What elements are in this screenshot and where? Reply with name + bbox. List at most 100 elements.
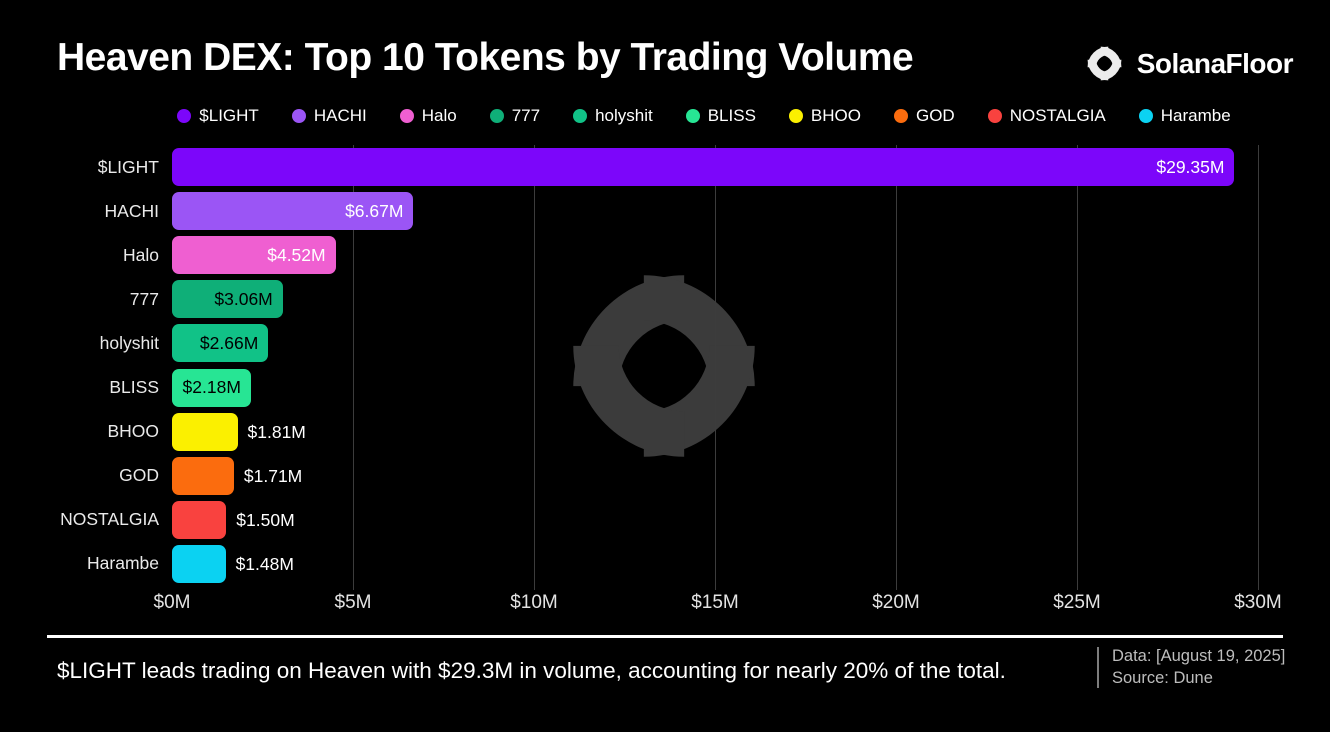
- gridline: [1258, 145, 1259, 590]
- source-divider: [1097, 647, 1099, 688]
- bar: [172, 412, 238, 451]
- x-tick-label: $15M: [691, 592, 739, 613]
- value-label: $1.48M: [235, 553, 294, 574]
- footer-divider: [47, 635, 1283, 638]
- legend-dot-icon: [685, 109, 700, 123]
- gridline: [715, 145, 716, 590]
- category-label: NOSTALGIA: [60, 509, 159, 530]
- value-label: $4.52M: [267, 244, 326, 265]
- gridline: [1077, 145, 1078, 590]
- bar-row-bliss: BLISS $2.18M: [0, 365, 1258, 409]
- bar-track: $1.71M: [172, 456, 1258, 495]
- brand: SolanaFloor: [1081, 40, 1294, 87]
- bar: [172, 544, 226, 583]
- bar: $6.67M: [172, 192, 414, 231]
- legend-label: Halo: [421, 106, 457, 125]
- legend-label: BLISS: [707, 106, 756, 125]
- bar-track: $29.35M: [172, 148, 1258, 187]
- legend-item-holyshit: holyshit: [573, 106, 653, 126]
- bar-chart: $LIGHT $29.35M HACHI $6.67M Halo $4.52M 777 $3.…: [0, 145, 1258, 586]
- x-tick-label: $30M: [1234, 592, 1282, 613]
- legend-dot-icon: [177, 109, 192, 123]
- bar: [172, 456, 234, 495]
- source-block: Data: [August 19, 2025] Source: Dune: [1097, 647, 1285, 688]
- value-label: $1.81M: [247, 421, 306, 442]
- summary-text: $LIGHT leads trading on Heaven with $29.…: [57, 658, 1006, 683]
- value-label: $2.66M: [199, 332, 259, 353]
- legend-dot-icon: [987, 109, 1002, 123]
- legend-item-nostalgia: NOSTALGIA: [987, 106, 1106, 126]
- value-label: $29.35M: [1156, 156, 1225, 177]
- bar-track: $1.50M: [172, 500, 1258, 539]
- legend-dot-icon: [573, 109, 588, 123]
- bar-track: $2.66M: [172, 324, 1258, 363]
- gridline: [896, 145, 897, 590]
- category-label: GOD: [119, 465, 159, 486]
- legend-item-hachi: HACHI: [291, 106, 367, 126]
- gridline: [534, 145, 535, 590]
- bar-row-halo: Halo $4.52M: [0, 233, 1258, 277]
- legend-item-777: 777: [489, 106, 540, 126]
- x-tick-label: $10M: [510, 592, 558, 613]
- bar: $2.18M: [172, 368, 251, 407]
- legend-item-halo: Halo: [399, 106, 457, 126]
- page-title: Heaven DEX: Top 10 Tokens by Trading Vol…: [57, 36, 914, 79]
- data-date: Data: [August 19, 2025]: [1112, 647, 1286, 665]
- bar: [172, 500, 227, 539]
- bar-row-hachi: HACHI $6.67M: [0, 189, 1258, 233]
- legend-dot-icon: [399, 109, 414, 123]
- bar-track: $1.48M: [172, 544, 1258, 583]
- value-label: $1.50M: [236, 509, 295, 530]
- bar-row-holyshit: holyshit $2.66M: [0, 321, 1258, 365]
- bar-row-nostalgia: NOSTALGIA $1.50M: [0, 498, 1258, 542]
- legend-label: HACHI: [313, 106, 367, 125]
- category-label: Harambe: [87, 553, 159, 574]
- solanafloor-logo-icon: [1081, 40, 1128, 87]
- bar: $29.35M: [172, 148, 1235, 187]
- category-label: $LIGHT: [97, 156, 159, 177]
- legend-label: $LIGHT: [199, 106, 259, 125]
- bar: $3.06M: [172, 280, 283, 319]
- category-label: BLISS: [109, 377, 159, 398]
- bar-row-bhoo: BHOO $1.81M: [0, 410, 1258, 454]
- x-tick-label: $20M: [872, 592, 920, 613]
- category-label: Halo: [123, 244, 159, 265]
- legend-item-god: GOD: [893, 106, 955, 126]
- legend-label: BHOO: [810, 106, 861, 125]
- x-tick-label: $0M: [153, 592, 191, 613]
- x-tick-label: $25M: [1053, 592, 1101, 613]
- bar-row-god: GOD $1.71M: [0, 454, 1258, 498]
- value-label: $2.18M: [182, 377, 241, 398]
- bar-row-light: $LIGHT $29.35M: [0, 145, 1258, 189]
- legend-label: GOD: [915, 106, 955, 125]
- category-label: HACHI: [104, 200, 159, 221]
- bar-row-777: 777 $3.06M: [0, 277, 1258, 321]
- legend-label: NOSTALGIA: [1009, 106, 1106, 125]
- legend: $LIGHT HACHI Halo 777 holyshit BLISS BHOO GOD NO…: [150, 106, 1258, 126]
- data-source: Source: Dune: [1112, 669, 1213, 687]
- brand-name: SolanaFloor: [1136, 47, 1294, 79]
- legend-dot-icon: [291, 109, 306, 123]
- legend-label: holyshit: [595, 106, 653, 125]
- bar: $4.52M: [172, 236, 336, 275]
- category-label: holyshit: [99, 332, 159, 353]
- category-label: 777: [129, 288, 159, 309]
- legend-item-light: $LIGHT: [177, 106, 259, 126]
- legend-dot-icon: [893, 109, 908, 123]
- x-tick-label: $5M: [334, 592, 372, 613]
- legend-item-harambe: Harambe: [1138, 106, 1231, 126]
- gridline: [353, 145, 354, 590]
- value-label: $6.67M: [345, 200, 404, 221]
- bar: $2.66M: [172, 324, 269, 363]
- legend-item-bliss: BLISS: [685, 106, 756, 126]
- legend-dot-icon: [788, 109, 803, 123]
- legend-item-bhoo: BHOO: [788, 106, 861, 126]
- bar-track: $6.67M: [172, 192, 1258, 231]
- bar-track: $1.81M: [172, 412, 1258, 451]
- value-label: $1.71M: [243, 465, 303, 486]
- legend-dot-icon: [489, 109, 504, 123]
- bar-track: $2.18M: [172, 368, 1258, 407]
- value-label: $3.06M: [214, 288, 273, 309]
- legend-dot-icon: [1138, 109, 1153, 123]
